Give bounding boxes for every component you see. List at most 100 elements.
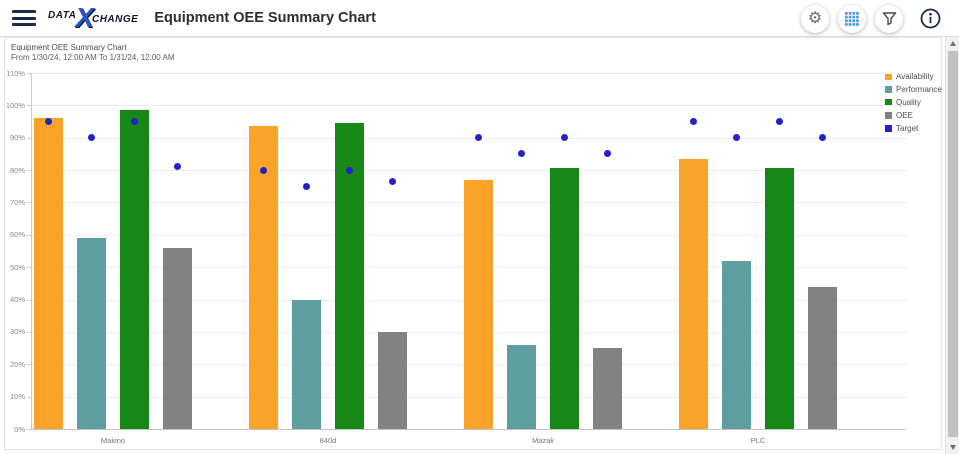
gridline: [31, 73, 906, 74]
chart-card: Equipment OEE Summary Chart From 1/30/24…: [4, 37, 942, 450]
y-axis-label: 90%: [9, 133, 25, 143]
y-axis-tick: [27, 105, 31, 107]
header-actions: ⚙: [801, 0, 941, 37]
legend-label: Availability: [896, 72, 934, 81]
target-dot-availability-plc: [690, 118, 697, 126]
legend-item-availability[interactable]: Availability: [885, 70, 942, 83]
filter-button[interactable]: [875, 4, 903, 33]
legend-swatch-icon: [885, 73, 892, 80]
hamburger-icon: [12, 23, 36, 26]
target-dot-oee-plc: [819, 134, 826, 142]
bar-oee-mazak: [593, 348, 622, 429]
info-icon: [920, 8, 941, 29]
target-dot-quality-plc: [776, 118, 783, 126]
bar-availability-mazak: [464, 179, 493, 429]
legend-item-oee[interactable]: OEE: [885, 109, 942, 122]
legend-label: Performance: [896, 85, 942, 94]
y-axis-label: 70%: [9, 197, 25, 207]
y-axis-line: [31, 73, 32, 429]
y-axis-tick: [27, 73, 31, 74]
menu-button[interactable]: [12, 8, 38, 28]
target-dot-quality-mazak: [561, 134, 568, 142]
legend-label: Target: [896, 124, 919, 133]
logo-text-change: CHANGE: [91, 14, 139, 25]
bar-quality-mazak: [550, 168, 579, 429]
scrollbar-down-button[interactable]: [946, 441, 959, 454]
legend-item-target[interactable]: Target: [885, 122, 942, 135]
legend-swatch-icon: [885, 112, 892, 119]
y-axis-label: 60%: [9, 230, 25, 240]
chart-title: Equipment OEE Summary Chart: [11, 43, 127, 52]
y-axis-label: 40%: [9, 295, 25, 305]
legend-swatch-icon: [885, 86, 892, 93]
x-axis-label-makino: Makino: [100, 436, 126, 445]
chart-legend: Availability Performance Quality OEE Target: [885, 70, 942, 135]
scrollbar-up-button[interactable]: [946, 37, 959, 50]
gridline: [31, 105, 906, 107]
grid-view-button[interactable]: [838, 4, 866, 33]
y-axis-tick: [27, 234, 31, 236]
y-axis-tick: [27, 429, 31, 430]
y-axis-tick: [27, 267, 31, 269]
info-button[interactable]: [920, 8, 941, 29]
target-dot-performance-makino: [88, 134, 95, 142]
y-axis-tick: [27, 331, 31, 333]
y-axis-label: 110%: [6, 68, 25, 78]
app-header: DATA X CHANGE Equipment OEE Summary Char…: [0, 0, 959, 37]
dataxchange-logo: DATA X CHANGE: [48, 2, 139, 33]
y-axis-label: 20%: [9, 359, 25, 369]
target-dot-oee-840d: [389, 177, 396, 185]
legend-swatch-icon: [885, 125, 892, 132]
bar-performance-makino: [77, 238, 106, 429]
y-axis-tick: [27, 364, 31, 366]
target-dot-performance-plc: [733, 134, 740, 142]
gridline: [31, 137, 906, 139]
scroll-down-icon: [949, 445, 956, 450]
bar-oee-plc: [808, 286, 837, 429]
y-axis-tick: [27, 170, 31, 172]
y-axis-label: 80%: [9, 165, 25, 175]
gridline: [31, 170, 906, 172]
legend-item-performance[interactable]: Performance: [885, 83, 942, 96]
x-axis-label-mazak: Mazak: [531, 436, 555, 445]
scroll-up-icon: [949, 41, 956, 46]
target-dot-availability-mazak: [475, 134, 482, 142]
chart-subtitle: From 1/30/24, 12:00 AM To 1/31/24, 12:00…: [11, 53, 175, 62]
target-dot-availability-makino: [45, 118, 52, 126]
y-axis-label: 0%: [14, 424, 25, 434]
bar-quality-makino: [120, 110, 149, 429]
y-axis-label: 100%: [5, 100, 25, 110]
vertical-scrollbar[interactable]: [945, 37, 959, 454]
target-dot-availability-840d: [260, 166, 267, 174]
filter-icon: [882, 12, 896, 26]
gridline: [31, 429, 906, 430]
target-dot-oee-makino: [174, 163, 181, 171]
target-dot-quality-840d: [346, 166, 353, 174]
y-axis-label: 50%: [9, 262, 25, 272]
bar-performance-plc: [722, 260, 751, 429]
bar-availability-840d: [249, 126, 278, 429]
y-axis-label: 30%: [9, 327, 25, 337]
gear-icon: ⚙: [807, 9, 823, 27]
x-axis-label-plc: PLC: [750, 436, 766, 445]
bar-oee-makino: [163, 247, 192, 429]
hamburger-icon: [12, 16, 36, 20]
bar-availability-plc: [679, 158, 708, 429]
bar-availability-makino: [34, 118, 63, 429]
y-axis-tick: [27, 299, 31, 301]
y-axis-label: 10%: [9, 392, 25, 402]
logo-x-mark: X: [75, 2, 94, 33]
bar-quality-plc: [765, 168, 794, 429]
y-axis-tick: [27, 137, 31, 139]
settings-button[interactable]: ⚙: [801, 4, 829, 33]
hamburger-icon: [12, 10, 36, 13]
y-axis-tick: [27, 202, 31, 204]
legend-item-quality[interactable]: Quality: [885, 96, 942, 109]
target-dot-performance-mazak: [518, 150, 525, 158]
legend-label: Quality: [896, 98, 921, 107]
scrollbar-thumb[interactable]: [947, 51, 958, 437]
bar-oee-840d: [378, 331, 407, 429]
y-axis-tick: [27, 396, 31, 398]
target-dot-performance-840d: [303, 182, 310, 190]
page-title: Equipment OEE Summary Chart: [154, 10, 376, 26]
